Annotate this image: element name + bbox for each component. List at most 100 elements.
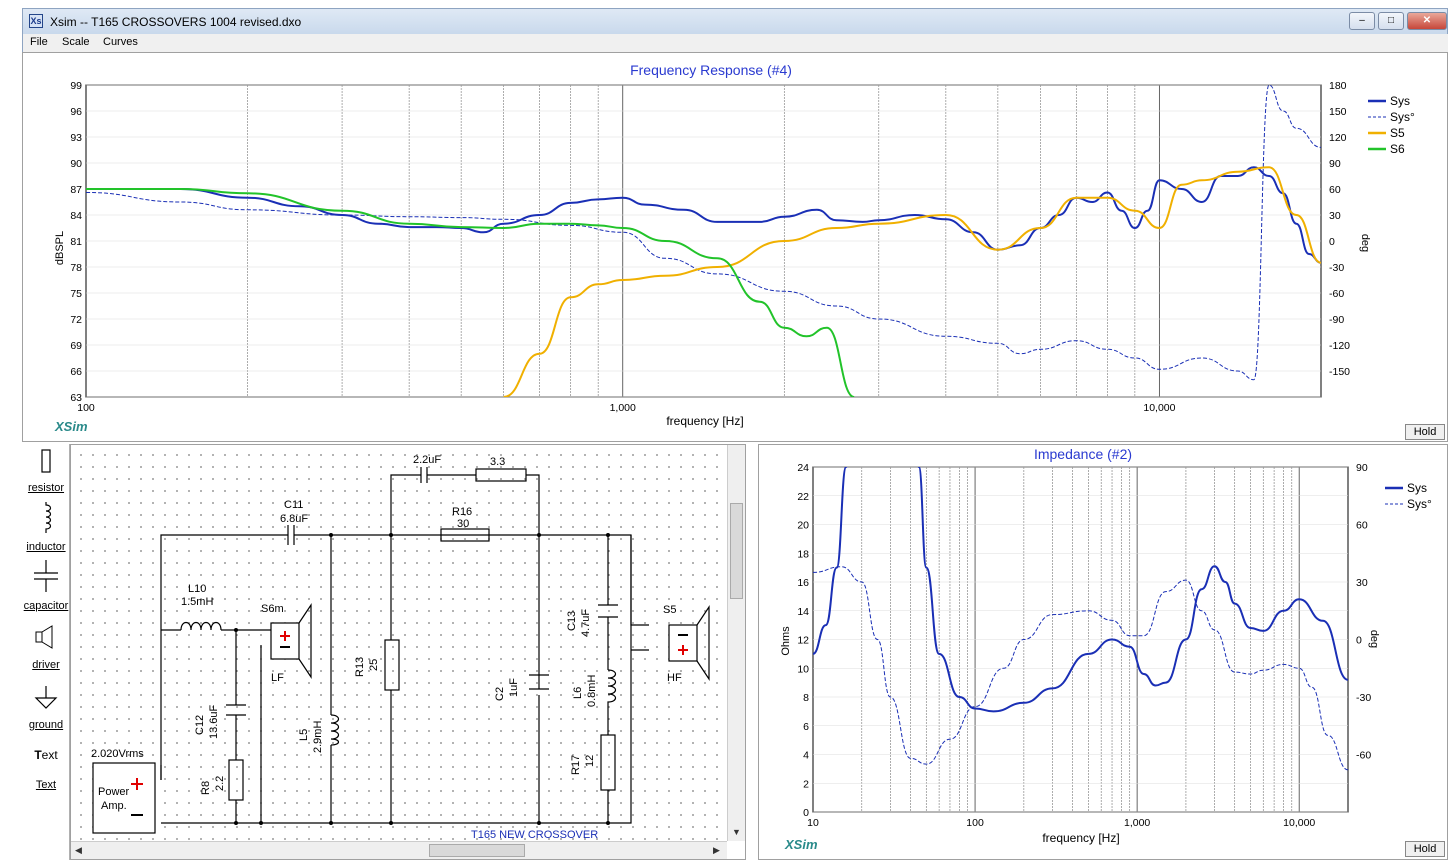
y-tick-label: 99 [70,80,82,92]
top-cap-value: 2.2uF [413,454,441,466]
ground-icon[interactable] [22,684,70,715]
y2-tick-label: 90 [1329,158,1341,170]
series-sys-line [813,467,1348,713]
r13-value: 25 [368,659,380,671]
window-titlebar: Xs Xsim -- T165 CROSSOVERS 1004 revised.… [22,8,1448,34]
toolbox-inductor[interactable]: inductor [26,541,66,553]
y2-tick-label: -90 [1329,314,1344,326]
y-tick-label: 90 [70,158,82,170]
menu-file[interactable]: File [30,36,48,48]
x-axis-label: frequency [Hz] [666,414,743,428]
c11-name: C11 [284,499,303,511]
x-tick-label: 100 [77,402,95,414]
scroll-left-arrow[interactable]: ◀ [75,845,82,855]
y-tick-label: 69 [70,340,82,352]
series-s5-line [503,166,1321,397]
y-tick-label: 78 [70,262,82,274]
top-resistor-value: 3.3 [490,456,505,468]
l10-name: L10 [188,583,206,595]
y2-tick-label: -150 [1329,366,1350,378]
y-tick-label: 87 [70,184,82,196]
vertical-scroll-thumb[interactable] [730,503,743,599]
y-tick-label: 75 [70,288,82,300]
legend-label: Sys [1390,94,1410,108]
y2-tick-label: 0 [1356,635,1362,647]
driver-icon[interactable] [22,624,70,655]
close-button[interactable]: ✕ [1407,12,1447,30]
menu-scale[interactable]: Scale [62,36,90,48]
toolbox-text[interactable]: Text [35,779,57,791]
r16-value: 30 [457,518,469,530]
y-tick-label: 63 [70,392,82,404]
y-tick-label: 72 [70,314,82,326]
toolbox-driver[interactable]: driver [32,659,60,671]
y-tick-label: 4 [803,750,809,762]
hold-button[interactable]: Hold [1405,424,1445,440]
l6-name: L6 [572,687,584,699]
chart-title: Impedance (#2) [1034,446,1132,462]
y-tick-label: 84 [70,210,82,222]
y-tick-label: 2 [803,778,809,790]
component-toolbox: resistor inductor capacitor driver groun… [22,444,70,860]
vertical-scrollbar[interactable]: ▼ [727,445,745,841]
scroll-right-arrow[interactable]: ▶ [713,845,720,855]
x-tick-label: 10,000 [1283,817,1315,829]
l5-name: L5 [298,729,310,741]
menu-bar: File Scale Curves [22,34,1448,52]
y2-tick-label: -60 [1356,750,1371,762]
xsim-app-icon: Xs [29,14,43,28]
source-voltage-label: 2.020Vrms [91,748,144,760]
s5-label: HF [667,672,682,684]
c2-name: C2 [494,687,506,701]
minimize-button[interactable]: – [1349,12,1375,30]
capacitor-icon[interactable] [22,560,70,595]
inductor-icon[interactable] [22,502,70,537]
hold-button[interactable]: Hold [1405,841,1445,857]
y-tick-label: 10 [797,663,809,675]
menu-curves[interactable]: Curves [103,36,138,48]
toolbox-ground[interactable]: ground [28,719,64,731]
legend-label: Sys [1407,481,1427,495]
r17-name: R17 [570,755,582,775]
l6-value: 0.8mH [586,675,598,707]
toolbox-capacitor[interactable]: capacitor [23,600,69,612]
y2-tick-label: -30 [1329,262,1344,274]
r8-name: R8 [200,781,212,795]
y2-axis-label: deg [1368,630,1380,648]
s6m-label: LF [271,672,284,684]
c12-value: 13.6uF [208,704,220,739]
c13-name: C13 [566,611,578,631]
toolbox-resistor[interactable]: resistor [27,482,65,494]
impedance-panel: Impedance (#2) 24 22 20 18 16 14 12 10 8 6 4 2 0 90 6… [758,444,1448,860]
r16-name: R16 [452,506,472,518]
y-tick-label: 16 [797,577,809,589]
y2-tick-label: 120 [1329,132,1347,144]
y-tick-label: 0 [803,807,809,819]
maximize-button[interactable]: □ [1378,12,1404,30]
text-tool-icon[interactable]: Text [34,748,58,762]
y2-tick-label: 90 [1356,462,1368,474]
c13-value: 4.7uF [580,609,592,637]
horizontal-scrollbar[interactable]: ◀ ▶ [71,841,727,859]
schematic-panel: 2.020Vrms Power Amp. C11 6.8uF L10 1.5mH… [70,444,746,860]
scroll-down-arrow[interactable]: ▼ [732,827,741,837]
series-sys-phase-line [86,85,1321,381]
c12-name: C12 [194,715,206,735]
y-tick-label: 6 [803,721,809,733]
legend-label: S5 [1390,126,1405,140]
y-tick-label: 12 [797,635,809,647]
xsim-watermark: XSim [785,837,818,852]
y-tick-label: 20 [797,520,809,532]
y-tick-label: 22 [797,491,809,503]
crossover-schematic[interactable]: 2.020Vrms Power Amp. C11 6.8uF L10 1.5mH… [71,445,727,841]
y2-tick-label: 60 [1356,520,1368,532]
y-axis-label: dBSPL [54,231,66,265]
y-tick-label: 66 [70,366,82,378]
legend-label: Sys° [1407,497,1432,511]
xsim-watermark: XSim [55,419,88,434]
resistor-icon[interactable] [22,448,70,481]
y-tick-label: 96 [70,106,82,118]
horizontal-scroll-thumb[interactable] [429,844,525,857]
legend-label: Sys° [1390,110,1415,124]
